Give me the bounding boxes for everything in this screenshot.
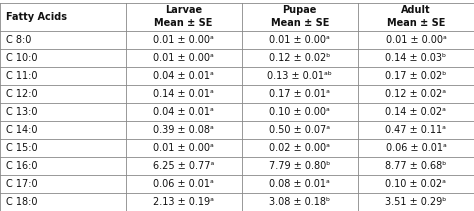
- Text: 0.12 ± 0.02ᵃ: 0.12 ± 0.02ᵃ: [385, 89, 447, 99]
- Text: C 16:0: C 16:0: [6, 161, 37, 171]
- Bar: [0, 103, 474, 121]
- Bar: [0, 67, 474, 85]
- Text: 0.17 ± 0.02ᵇ: 0.17 ± 0.02ᵇ: [385, 71, 447, 81]
- Text: 0.10 ± 0.02ᵃ: 0.10 ± 0.02ᵃ: [385, 179, 447, 189]
- Text: 0.14 ± 0.02ᵃ: 0.14 ± 0.02ᵃ: [385, 107, 447, 117]
- Text: 0.01 ± 0.00ᵃ: 0.01 ± 0.00ᵃ: [153, 143, 214, 153]
- Text: 0.39 ± 0.08ᵃ: 0.39 ± 0.08ᵃ: [153, 125, 214, 135]
- Text: 0.14 ± 0.03ᵇ: 0.14 ± 0.03ᵇ: [385, 53, 447, 63]
- Text: 2.13 ± 0.19ᵃ: 2.13 ± 0.19ᵃ: [153, 197, 214, 207]
- Text: 0.50 ± 0.07ᵃ: 0.50 ± 0.07ᵃ: [269, 125, 330, 135]
- Text: 8.77 ± 0.68ᵇ: 8.77 ± 0.68ᵇ: [385, 161, 447, 171]
- Text: 3.08 ± 0.18ᵇ: 3.08 ± 0.18ᵇ: [269, 197, 330, 207]
- Bar: [0, 139, 474, 157]
- Text: C 13:0: C 13:0: [6, 107, 37, 117]
- Text: 0.12 ± 0.02ᵇ: 0.12 ± 0.02ᵇ: [269, 53, 330, 63]
- Text: 0.13 ± 0.01ᵃᵇ: 0.13 ± 0.01ᵃᵇ: [267, 71, 332, 81]
- Text: 0.04 ± 0.01ᵃ: 0.04 ± 0.01ᵃ: [153, 107, 214, 117]
- Text: C 15:0: C 15:0: [6, 143, 37, 153]
- Bar: [0, 121, 474, 139]
- Text: 0.10 ± 0.00ᵃ: 0.10 ± 0.00ᵃ: [269, 107, 330, 117]
- Text: 0.06 ± 0.01ᵃ: 0.06 ± 0.01ᵃ: [153, 179, 214, 189]
- Bar: [0, 193, 474, 211]
- Bar: [0, 31, 474, 49]
- Text: 7.79 ± 0.80ᵇ: 7.79 ± 0.80ᵇ: [269, 161, 330, 171]
- Text: Fatty Acids: Fatty Acids: [6, 12, 67, 22]
- Text: 6.25 ± 0.77ᵃ: 6.25 ± 0.77ᵃ: [153, 161, 214, 171]
- Text: 0.06 ± 0.01ᵃ: 0.06 ± 0.01ᵃ: [385, 143, 447, 153]
- Text: C 17:0: C 17:0: [6, 179, 37, 189]
- Text: 0.14 ± 0.01ᵃ: 0.14 ± 0.01ᵃ: [153, 89, 214, 99]
- Bar: [0, 49, 474, 67]
- Text: 0.04 ± 0.01ᵃ: 0.04 ± 0.01ᵃ: [153, 71, 214, 81]
- Text: C 8:0: C 8:0: [6, 35, 31, 45]
- Text: Adult
Mean ± SE: Adult Mean ± SE: [387, 5, 445, 28]
- Bar: [0, 85, 474, 103]
- Text: 0.01 ± 0.00ᵃ: 0.01 ± 0.00ᵃ: [269, 35, 330, 45]
- Text: Pupae
Mean ± SE: Pupae Mean ± SE: [271, 5, 329, 28]
- Text: 0.17 ± 0.01ᵃ: 0.17 ± 0.01ᵃ: [269, 89, 330, 99]
- Text: 0.01 ± 0.00ᵃ: 0.01 ± 0.00ᵃ: [153, 53, 214, 63]
- Text: C 14:0: C 14:0: [6, 125, 37, 135]
- Text: 0.02 ± 0.00ᵃ: 0.02 ± 0.00ᵃ: [269, 143, 330, 153]
- Text: C 12:0: C 12:0: [6, 89, 37, 99]
- Text: 3.51 ± 0.29ᵇ: 3.51 ± 0.29ᵇ: [385, 197, 447, 207]
- Text: C 10:0: C 10:0: [6, 53, 37, 63]
- Bar: [0, 175, 474, 193]
- Text: 0.01 ± 0.00ᵃ: 0.01 ± 0.00ᵃ: [385, 35, 447, 45]
- Text: C 11:0: C 11:0: [6, 71, 37, 81]
- Bar: [0, 3, 474, 31]
- Text: 0.08 ± 0.01ᵃ: 0.08 ± 0.01ᵃ: [269, 179, 330, 189]
- Text: C 18:0: C 18:0: [6, 197, 37, 207]
- Text: Larvae
Mean ± SE: Larvae Mean ± SE: [155, 5, 213, 28]
- Text: 0.01 ± 0.00ᵃ: 0.01 ± 0.00ᵃ: [153, 35, 214, 45]
- Bar: [0, 157, 474, 175]
- Text: 0.47 ± 0.11ᵃ: 0.47 ± 0.11ᵃ: [385, 125, 447, 135]
